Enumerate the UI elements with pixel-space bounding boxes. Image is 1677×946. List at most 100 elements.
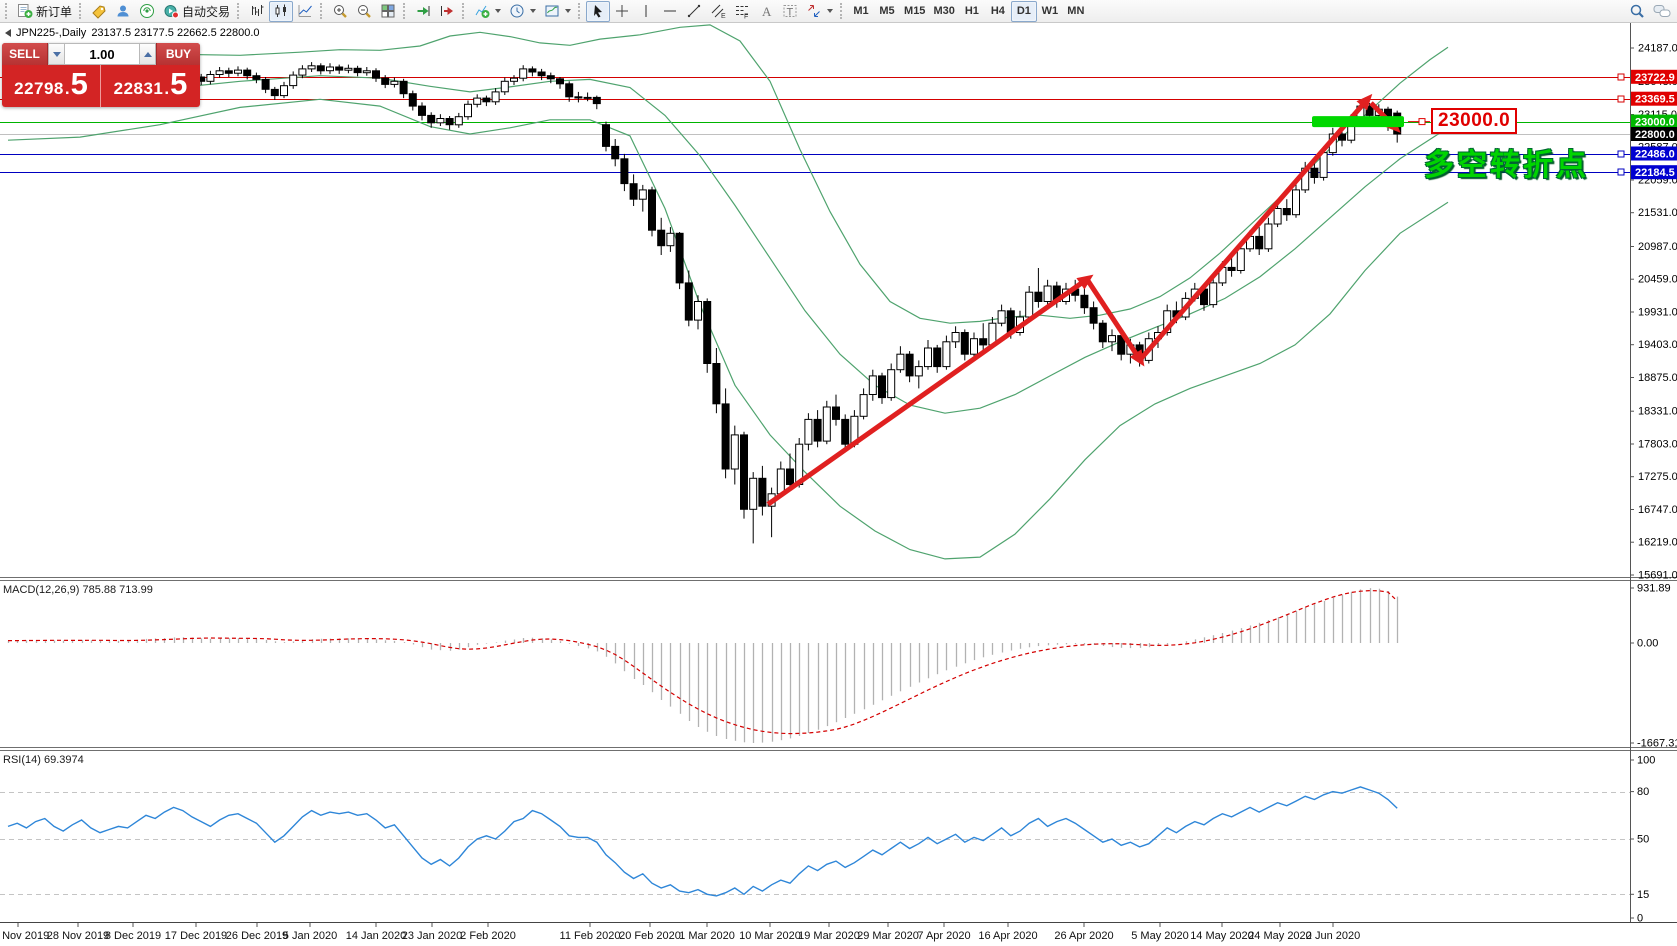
timeframe-h4-button[interactable]: H4 [985, 1, 1011, 22]
arrows-icon [806, 3, 822, 19]
fibonacci-tool-button[interactable]: F [730, 1, 754, 22]
svg-text:22486.0: 22486.0 [1635, 149, 1675, 161]
chat-button[interactable] [1649, 1, 1675, 22]
dropdown-caret-icon [565, 9, 572, 13]
person-icon [115, 3, 131, 19]
timeframe-h1-button[interactable]: H1 [959, 1, 985, 22]
macd-pane [7, 588, 1399, 743]
timeframe-w1-button[interactable]: W1 [1037, 1, 1063, 22]
svg-text:29 Mar 2020: 29 Mar 2020 [857, 930, 919, 942]
sell-price[interactable]: 22798. 5 [2, 65, 101, 107]
timeframe-m15-button[interactable]: M15 [900, 1, 929, 22]
pane-separators[interactable] [0, 23, 1677, 923]
timeframe-label: M30 [933, 5, 955, 17]
trendline-tool-button[interactable] [682, 1, 706, 22]
volume-input[interactable] [65, 43, 139, 65]
svg-text:20 Feb 2020: 20 Feb 2020 [619, 930, 681, 942]
text-tool-button[interactable]: A [754, 1, 778, 22]
timeframe-label: D1 [1016, 5, 1031, 17]
periods-button[interactable] [505, 1, 540, 22]
market-watch-button[interactable] [87, 1, 111, 22]
indicators-button[interactable] [470, 1, 505, 22]
buy-button[interactable]: BUY [156, 43, 200, 65]
svg-text:11 Feb 2020: 11 Feb 2020 [560, 930, 621, 942]
turning-point-annotation[interactable]: 多空转折点 [1424, 149, 1589, 182]
svg-text:15691.0: 15691.0 [1638, 570, 1677, 582]
timeframe-m1-button[interactable]: M1 [848, 1, 874, 22]
chat-icon [1653, 3, 1671, 19]
zoom-in-button[interactable] [328, 1, 352, 22]
label-tool-button[interactable]: T [778, 1, 802, 22]
svg-text:26 Apr 2020: 26 Apr 2020 [1054, 930, 1113, 942]
svg-text:22184.5: 22184.5 [1635, 167, 1675, 179]
crosshair-tool-button[interactable] [610, 1, 634, 22]
sell-button[interactable]: SELL [2, 43, 48, 65]
candlestick-chart-button[interactable] [269, 0, 294, 22]
toolbar: 新订单 自动交易 E F A T [0, 0, 1677, 23]
vertical-line-tool-button[interactable] [634, 1, 658, 22]
search-button[interactable] [1625, 1, 1649, 22]
svg-text:23000.0: 23000.0 [1635, 117, 1675, 129]
crosshair-icon [614, 3, 630, 19]
svg-text:26 Dec 2019: 26 Dec 2019 [226, 930, 288, 942]
symbol-ohlc: 23137.5 23177.5 22662.5 22800.0 [91, 27, 260, 39]
new-order-button[interactable]: 新订单 [13, 1, 76, 22]
bar-chart-button[interactable] [245, 1, 269, 22]
channel-tool-button[interactable]: E [706, 1, 730, 22]
svg-text:0: 0 [1637, 913, 1643, 925]
timeframe-m30-button[interactable]: M30 [929, 1, 958, 22]
horizontal-price-lines[interactable] [0, 73, 1630, 176]
arrows-tool-button[interactable] [802, 1, 837, 22]
signals-button[interactable] [135, 1, 159, 22]
candlestick-icon [273, 3, 289, 19]
macd-label: MACD(12,26,9) 785.88 713.99 [3, 584, 153, 596]
buy-price-frac: 5 [170, 66, 188, 101]
svg-text:16219.0: 16219.0 [1638, 537, 1677, 549]
buy-price[interactable]: 22831. 5 [101, 65, 200, 107]
svg-text:19931.0: 19931.0 [1638, 307, 1677, 319]
community-button[interactable] [111, 1, 135, 22]
timeframe-label: M5 [879, 5, 895, 17]
templates-button[interactable] [540, 1, 575, 22]
clock-icon [509, 3, 525, 19]
dropdown-caret-icon [495, 9, 502, 13]
svg-text:E: E [721, 13, 726, 19]
horizontal-line-tool-button[interactable] [658, 1, 682, 22]
trade-panel-prices: 22798. 5 22831. 5 [2, 65, 200, 107]
text-tool-icon: A [758, 3, 774, 19]
chart-shift-button[interactable] [435, 1, 459, 22]
tile-windows-button[interactable] [376, 1, 400, 22]
timeframe-label: H1 [964, 5, 979, 17]
svg-text:A: A [762, 4, 772, 19]
symbol-name: JPN225-,Daily [16, 27, 87, 39]
auto-trading-button[interactable]: 自动交易 [159, 1, 234, 22]
volume-up-button[interactable] [139, 43, 156, 65]
svg-text:5 Jan 2020: 5 Jan 2020 [283, 930, 337, 942]
sell-price-dot: . [64, 79, 70, 98]
trend-arrow-annotations[interactable] [766, 93, 1430, 507]
sell-price-main: 22798 [14, 79, 64, 98]
toolbar-grip [5, 3, 10, 19]
svg-text:17 Dec 2019: 17 Dec 2019 [165, 930, 227, 942]
svg-text:18331.0: 18331.0 [1638, 406, 1677, 418]
svg-text:17275.0: 17275.0 [1638, 471, 1677, 483]
timeframe-d1-button[interactable]: D1 [1010, 0, 1037, 22]
zoom-out-button[interactable] [352, 1, 376, 22]
timeframe-label: W1 [1041, 5, 1059, 17]
tile-windows-icon [380, 3, 396, 19]
cursor-tool-button[interactable] [586, 0, 611, 22]
price-axis: 24187.023643.023115.022587.022059.021531… [1630, 43, 1677, 925]
sell-label: SELL [9, 47, 40, 61]
svg-text:8 Dec 2019: 8 Dec 2019 [105, 930, 161, 942]
timeframe-m5-button[interactable]: M5 [874, 1, 900, 22]
rsi-pane [0, 786, 1630, 897]
volume-down-button[interactable] [48, 43, 65, 65]
timeframe-mn-button[interactable]: MN [1063, 1, 1089, 22]
auto-scroll-button[interactable] [411, 1, 435, 22]
line-chart-button[interactable] [293, 1, 317, 22]
price-annotation-box[interactable]: 23000.0 [1431, 108, 1518, 134]
dropdown-caret-icon [827, 9, 834, 13]
svg-text:7 Apr 2020: 7 Apr 2020 [917, 930, 970, 942]
